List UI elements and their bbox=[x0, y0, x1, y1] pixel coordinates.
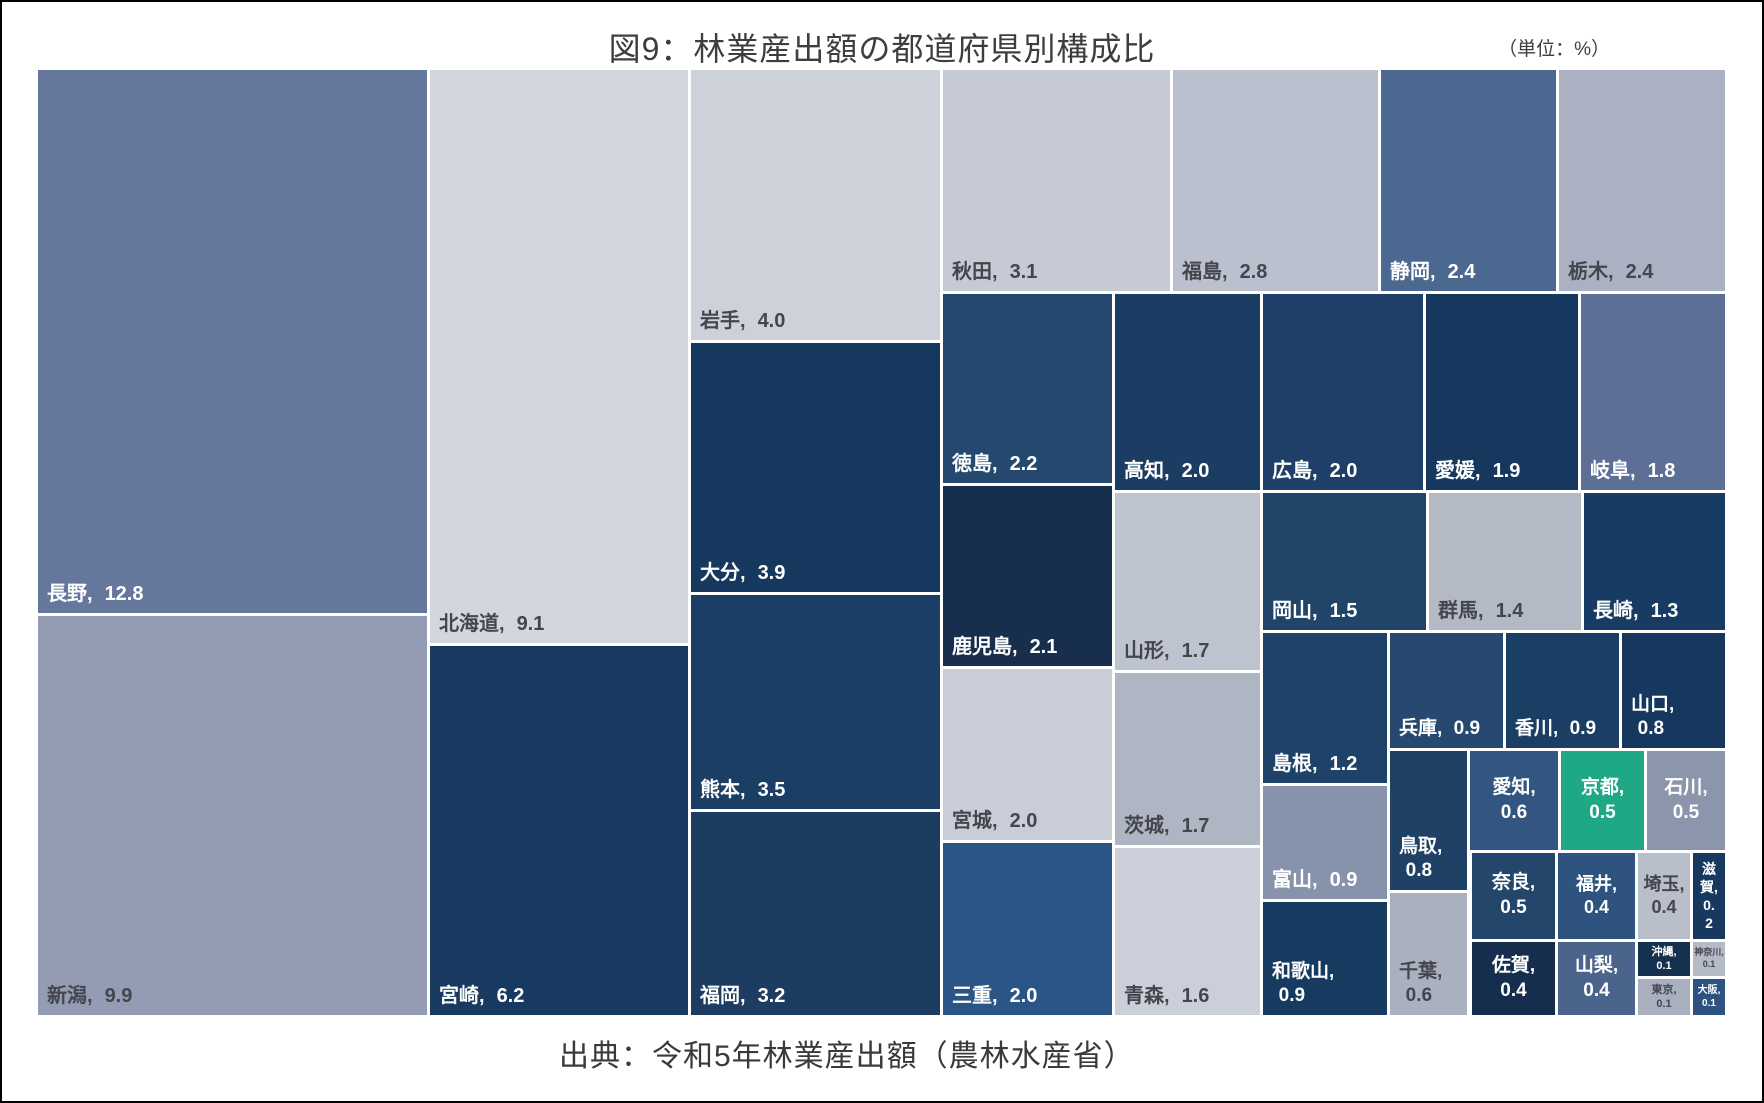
treemap-tile[interactable]: 茨城, 1.7 bbox=[1115, 673, 1260, 845]
treemap-tile[interactable]: 島根, 1.2 bbox=[1263, 633, 1387, 783]
tile-label: 長崎, 1.3 bbox=[1593, 600, 1679, 622]
treemap-tile[interactable]: 三重, 2.0 bbox=[943, 843, 1112, 1015]
tile-label: 兵庫, 0.9 bbox=[1399, 718, 1481, 740]
treemap-tile[interactable]: 千葉, 0.6 bbox=[1390, 893, 1467, 1015]
tile-label: 大阪, 0.1 bbox=[1697, 985, 1721, 1009]
treemap-tile[interactable]: 大分, 3.9 bbox=[691, 343, 940, 592]
tile-label: 福岡, 3.2 bbox=[700, 985, 786, 1007]
treemap-tile[interactable]: 高知, 2.0 bbox=[1115, 294, 1260, 490]
treemap-tile[interactable]: 奈良, 0.5 bbox=[1472, 853, 1555, 939]
treemap-tile[interactable]: 沖縄, 0.1 bbox=[1638, 942, 1690, 976]
treemap-tile[interactable]: 福岡, 3.2 bbox=[691, 812, 940, 1015]
treemap-tile[interactable]: 京都, 0.5 bbox=[1561, 751, 1644, 850]
treemap-tile[interactable]: 岐阜, 1.8 bbox=[1581, 294, 1725, 490]
tile-label: 北海道, 9.1 bbox=[439, 613, 545, 635]
tile-label: 宮崎, 6.2 bbox=[439, 985, 525, 1007]
tile-label: 石川, 0.5 bbox=[1664, 776, 1708, 823]
tile-label: 東京, 0.1 bbox=[1651, 983, 1677, 1010]
treemap-tile[interactable]: 大阪, 0.1 bbox=[1693, 979, 1725, 1015]
unit-label: （単位：%） bbox=[1498, 39, 1610, 60]
tile-label: 富山, 0.9 bbox=[1272, 869, 1358, 891]
treemap-tile[interactable]: 青森, 1.6 bbox=[1115, 848, 1260, 1015]
source-caption: 出典：令和5年林業産出額（農林水産省） bbox=[558, 1040, 1135, 1073]
tile-label: 三重, 2.0 bbox=[952, 985, 1038, 1007]
tile-label: 埼玉, 0.4 bbox=[1643, 873, 1685, 917]
treemap-tile[interactable]: 栃木, 2.4 bbox=[1559, 70, 1725, 291]
treemap-tile[interactable]: 新潟, 9.9 bbox=[38, 616, 427, 1015]
treemap-tile[interactable]: 福井, 0.4 bbox=[1558, 853, 1635, 939]
tile-label: 広島, 2.0 bbox=[1272, 460, 1358, 482]
treemap-tile[interactable]: 埼玉, 0.4 bbox=[1638, 853, 1690, 939]
treemap-tile[interactable]: 宮崎, 6.2 bbox=[430, 646, 688, 1015]
tile-label: 熊本, 3.5 bbox=[700, 779, 786, 801]
treemap-tile[interactable]: 愛知, 0.6 bbox=[1470, 751, 1558, 850]
treemap-tile[interactable]: 佐賀, 0.4 bbox=[1472, 942, 1555, 1015]
tile-label: 千葉, 0.6 bbox=[1399, 960, 1443, 1007]
treemap-tile[interactable]: 熊本, 3.5 bbox=[691, 595, 940, 809]
treemap-tile[interactable]: 広島, 2.0 bbox=[1263, 294, 1423, 490]
tile-label: 奈良, 0.5 bbox=[1491, 872, 1536, 918]
chart-title: 図9：林業産出額の都道府県別構成比 bbox=[608, 31, 1156, 67]
treemap-tile[interactable]: 静岡, 2.4 bbox=[1381, 70, 1556, 291]
treemap-tile[interactable]: 岡山, 1.5 bbox=[1263, 493, 1426, 630]
tile-label: 和歌山, 0.9 bbox=[1272, 960, 1335, 1007]
treemap-tile[interactable]: 富山, 0.9 bbox=[1263, 786, 1387, 899]
treemap-tile[interactable]: 和歌山, 0.9 bbox=[1263, 902, 1387, 1015]
tile-label: 大分, 3.9 bbox=[700, 562, 786, 584]
treemap-tile[interactable]: 群馬, 1.4 bbox=[1429, 493, 1581, 630]
tile-label: 滋賀, 0. 2 bbox=[1700, 860, 1718, 932]
treemap-tile[interactable]: 山梨, 0.4 bbox=[1558, 942, 1635, 1015]
tile-label: 山形, 1.7 bbox=[1124, 640, 1210, 662]
treemap-tile[interactable]: 山形, 1.7 bbox=[1115, 493, 1260, 670]
tile-label: 岡山, 1.5 bbox=[1272, 600, 1358, 622]
tile-label: 福島, 2.8 bbox=[1182, 261, 1268, 283]
treemap-tile[interactable]: 長野, 12.8 bbox=[38, 70, 427, 613]
treemap-tile[interactable]: 長崎, 1.3 bbox=[1584, 493, 1725, 630]
tile-label: 鳥取, 0.8 bbox=[1399, 835, 1443, 882]
treemap-tile[interactable]: 宮城, 2.0 bbox=[943, 669, 1112, 840]
tile-label: 静岡, 2.4 bbox=[1390, 261, 1476, 283]
tile-label: 長野, 12.8 bbox=[47, 583, 144, 605]
tile-label: 愛媛, 1.9 bbox=[1435, 460, 1521, 482]
tile-label: 香川, 0.9 bbox=[1515, 718, 1597, 740]
tile-label: 山口, 0.8 bbox=[1631, 693, 1675, 740]
tile-label: 福井, 0.4 bbox=[1575, 873, 1617, 917]
tile-label: 高知, 2.0 bbox=[1124, 460, 1210, 482]
treemap: 長野, 12.8 新潟, 9.9 北海道, 9.1 宮崎, 6.2 岩手, 4.0 大分, 3.9 熊本… bbox=[38, 70, 1725, 1015]
tile-label: 佐賀, 0.4 bbox=[1491, 954, 1536, 1001]
tile-label: 新潟, 9.9 bbox=[47, 985, 133, 1007]
treemap-tile[interactable]: 滋賀, 0. 2 bbox=[1693, 853, 1725, 939]
treemap-tile[interactable]: 徳島, 2.2 bbox=[943, 294, 1112, 483]
treemap-tile[interactable]: 愛媛, 1.9 bbox=[1426, 294, 1578, 490]
tile-label: 宮城, 2.0 bbox=[952, 810, 1038, 832]
treemap-tile[interactable]: 岩手, 4.0 bbox=[691, 70, 940, 340]
tile-label: 岐阜, 1.8 bbox=[1590, 460, 1676, 482]
tile-label: 鹿児島, 2.1 bbox=[952, 636, 1058, 658]
treemap-tile[interactable]: 香川, 0.9 bbox=[1506, 633, 1619, 748]
tile-label: 徳島, 2.2 bbox=[952, 453, 1038, 475]
treemap-tile[interactable]: 鹿児島, 2.1 bbox=[943, 486, 1112, 666]
treemap-tile[interactable]: 秋田, 3.1 bbox=[943, 70, 1170, 291]
tile-label: 沖縄, 0.1 bbox=[1651, 945, 1677, 972]
tile-label: 京都, 0.5 bbox=[1580, 776, 1625, 823]
treemap-tile[interactable]: 神奈川, 0.1 bbox=[1693, 942, 1725, 976]
treemap-tile[interactable]: 東京, 0.1 bbox=[1638, 979, 1690, 1015]
treemap-tile[interactable]: 石川, 0.5 bbox=[1647, 751, 1725, 850]
treemap-tile[interactable]: 兵庫, 0.9 bbox=[1390, 633, 1503, 748]
treemap-tile[interactable]: 鳥取, 0.8 bbox=[1390, 751, 1467, 890]
tile-label: 秋田, 3.1 bbox=[952, 261, 1038, 283]
tile-label: 島根, 1.2 bbox=[1272, 753, 1358, 775]
treemap-tile[interactable]: 北海道, 9.1 bbox=[430, 70, 688, 643]
treemap-tile[interactable]: 山口, 0.8 bbox=[1622, 633, 1725, 748]
tile-label: 愛知, 0.6 bbox=[1492, 776, 1536, 823]
treemap-tile[interactable]: 福島, 2.8 bbox=[1173, 70, 1378, 291]
tile-label: 茨城, 1.7 bbox=[1124, 815, 1210, 837]
tile-label: 神奈川, 0.1 bbox=[1694, 947, 1724, 969]
tile-label: 岩手, 4.0 bbox=[700, 310, 786, 332]
tile-label: 群馬, 1.4 bbox=[1438, 600, 1524, 622]
tile-label: 青森, 1.6 bbox=[1124, 985, 1210, 1007]
tile-label: 山梨, 0.4 bbox=[1574, 954, 1619, 1001]
tile-label: 栃木, 2.4 bbox=[1568, 261, 1654, 283]
